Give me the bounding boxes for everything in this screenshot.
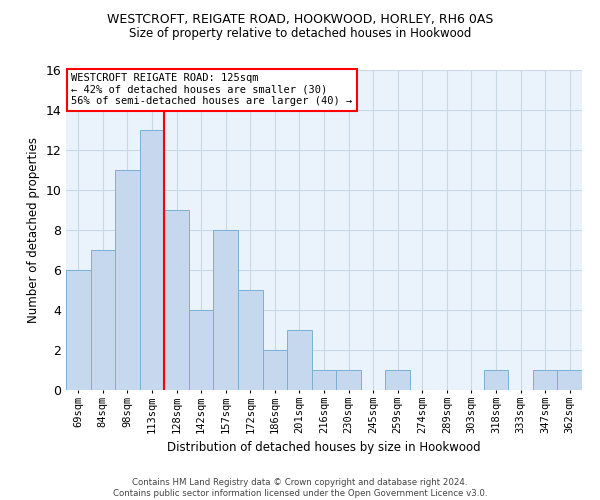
Bar [189,310,214,390]
Bar [557,370,582,390]
Bar [263,350,287,390]
Bar [115,170,140,390]
Text: Contains HM Land Registry data © Crown copyright and database right 2024.
Contai: Contains HM Land Registry data © Crown c… [113,478,487,498]
Bar [312,370,336,390]
Bar [164,210,189,390]
Text: WESTCROFT REIGATE ROAD: 125sqm
← 42% of detached houses are smaller (30)
56% of : WESTCROFT REIGATE ROAD: 125sqm ← 42% of … [71,73,352,106]
Bar [66,270,91,390]
Text: Size of property relative to detached houses in Hookwood: Size of property relative to detached ho… [129,28,471,40]
Text: WESTCROFT, REIGATE ROAD, HOOKWOOD, HORLEY, RH6 0AS: WESTCROFT, REIGATE ROAD, HOOKWOOD, HORLE… [107,12,493,26]
Bar [336,370,361,390]
Bar [385,370,410,390]
X-axis label: Distribution of detached houses by size in Hookwood: Distribution of detached houses by size … [167,442,481,454]
Bar [214,230,238,390]
Bar [533,370,557,390]
Bar [484,370,508,390]
Bar [91,250,115,390]
Y-axis label: Number of detached properties: Number of detached properties [27,137,40,323]
Bar [238,290,263,390]
Bar [140,130,164,390]
Bar [287,330,312,390]
